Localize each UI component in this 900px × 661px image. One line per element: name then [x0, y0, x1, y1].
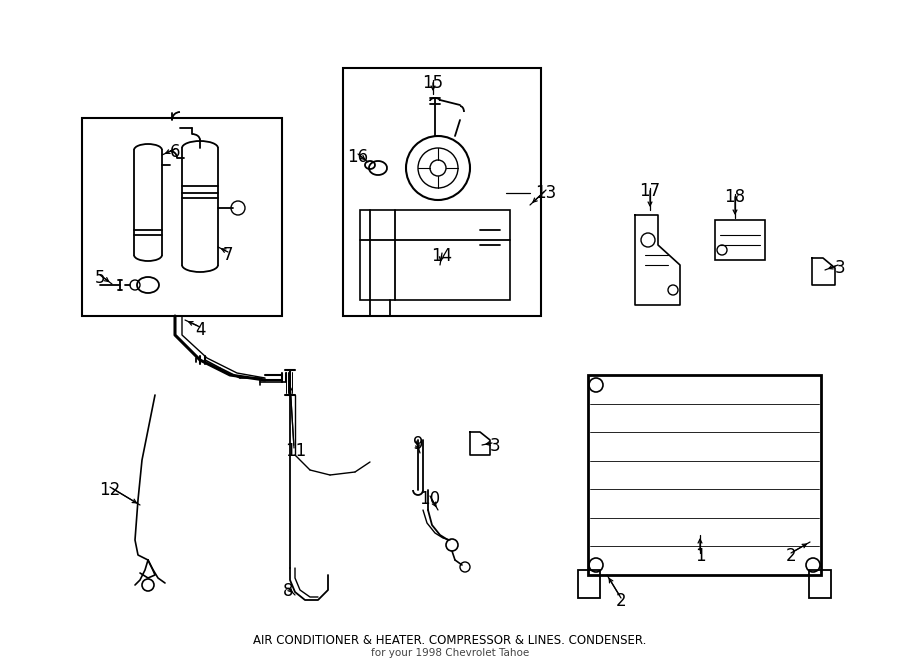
Text: 6: 6 [170, 143, 180, 161]
Text: 14: 14 [431, 247, 453, 265]
Text: 8: 8 [283, 582, 293, 600]
Text: 10: 10 [419, 490, 441, 508]
Bar [360, 210, 510, 300]
Text: 11: 11 [285, 442, 307, 460]
Bar [588, 375, 821, 575]
Text: 12: 12 [99, 481, 121, 499]
Text: 1: 1 [695, 547, 706, 565]
Text: 5: 5 [94, 269, 105, 287]
Text: for your 1998 Chevrolet Tahoe: for your 1998 Chevrolet Tahoe [371, 648, 529, 658]
Text: 16: 16 [347, 148, 369, 166]
Text: AIR CONDITIONER & HEATER. COMPRESSOR & LINES. CONDENSER.: AIR CONDITIONER & HEATER. COMPRESSOR & L… [253, 633, 647, 646]
Bar [809, 570, 831, 598]
Text: 17: 17 [639, 182, 661, 200]
Bar [343, 68, 541, 316]
Text: 2: 2 [616, 592, 626, 610]
Text: 9: 9 [413, 435, 423, 453]
Bar [715, 220, 765, 260]
Text: 13: 13 [536, 184, 556, 202]
Text: 3: 3 [490, 437, 500, 455]
Text: 18: 18 [724, 188, 745, 206]
Text: 7: 7 [223, 246, 233, 264]
Bar [82, 118, 282, 316]
Text: 4: 4 [194, 321, 205, 339]
Text: 2: 2 [786, 547, 796, 565]
Text: 3: 3 [834, 259, 845, 277]
Bar [578, 570, 600, 598]
Text: 15: 15 [422, 74, 444, 92]
